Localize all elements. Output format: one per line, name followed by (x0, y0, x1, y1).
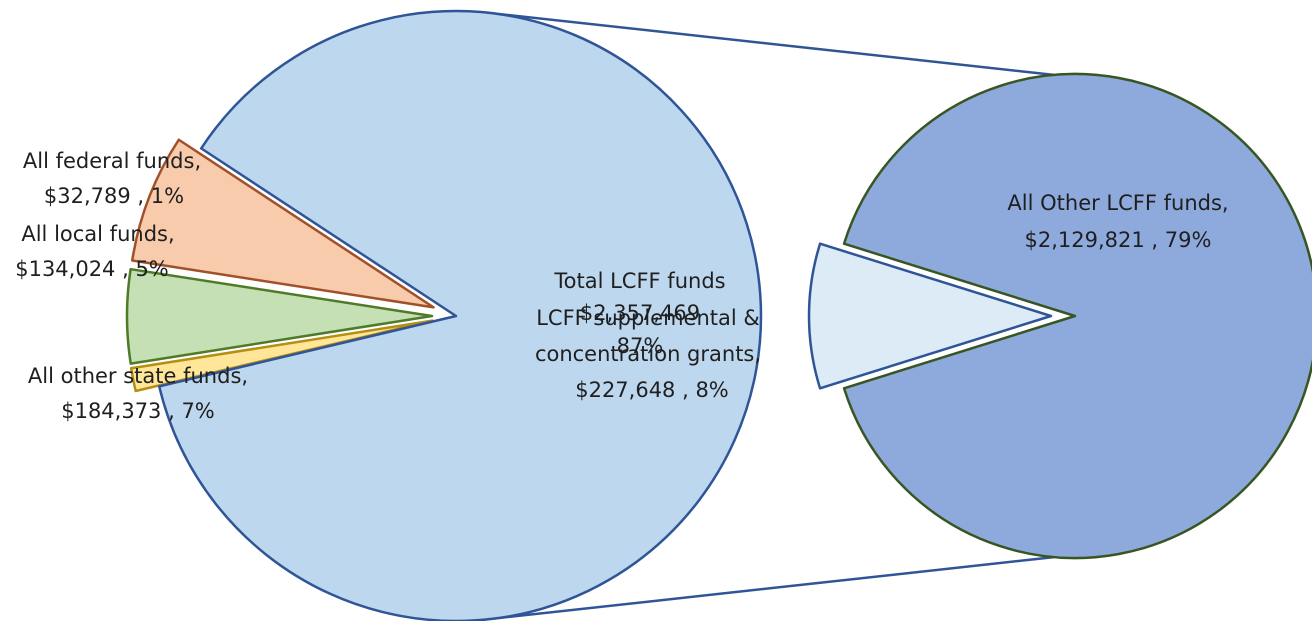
connector-line-bottom (482, 555, 1055, 622)
label-total-line1: Total LCFF funds (553, 269, 725, 293)
label-other-lcff-line2: $2,129,821 , 79% (1025, 228, 1212, 252)
label-local-line1: All local funds, (21, 222, 174, 246)
label-supplemental-line1: LCFF supplemental & (536, 306, 760, 330)
label-supplemental-line2: concentration grants, (535, 342, 761, 366)
label-local-line2: $134,024 , 5% (15, 257, 169, 281)
label-federal-line1: All federal funds, (23, 149, 201, 173)
label-other-lcff-line1: All Other LCFF funds, (1007, 191, 1228, 215)
label-supplemental-line3: $227,648 , 8% (575, 378, 729, 402)
main-pie (125, 9, 763, 623)
connector-line-top (482, 10, 1055, 77)
secondary-pie-slice-1 (842, 72, 1312, 560)
secondary-pie (807, 72, 1312, 560)
label-total-line2: $2,357,469 (580, 301, 700, 325)
connector-lines (482, 10, 1055, 622)
data-labels: Total LCFF funds $2,357,469 87% LCFF sup… (15, 149, 1228, 423)
main-pie-slice-2 (130, 138, 435, 309)
main-pie-slice-3 (157, 9, 763, 623)
label-state-line1: All other state funds, (28, 364, 248, 388)
label-total-line3: 87% (617, 334, 664, 358)
label-state-line2: $184,373 , 7% (61, 399, 215, 423)
secondary-pie-slice-0 (807, 242, 1053, 390)
main-pie-slice-1 (125, 267, 434, 365)
label-federal-line2: $32,789 , 1% (44, 184, 184, 208)
